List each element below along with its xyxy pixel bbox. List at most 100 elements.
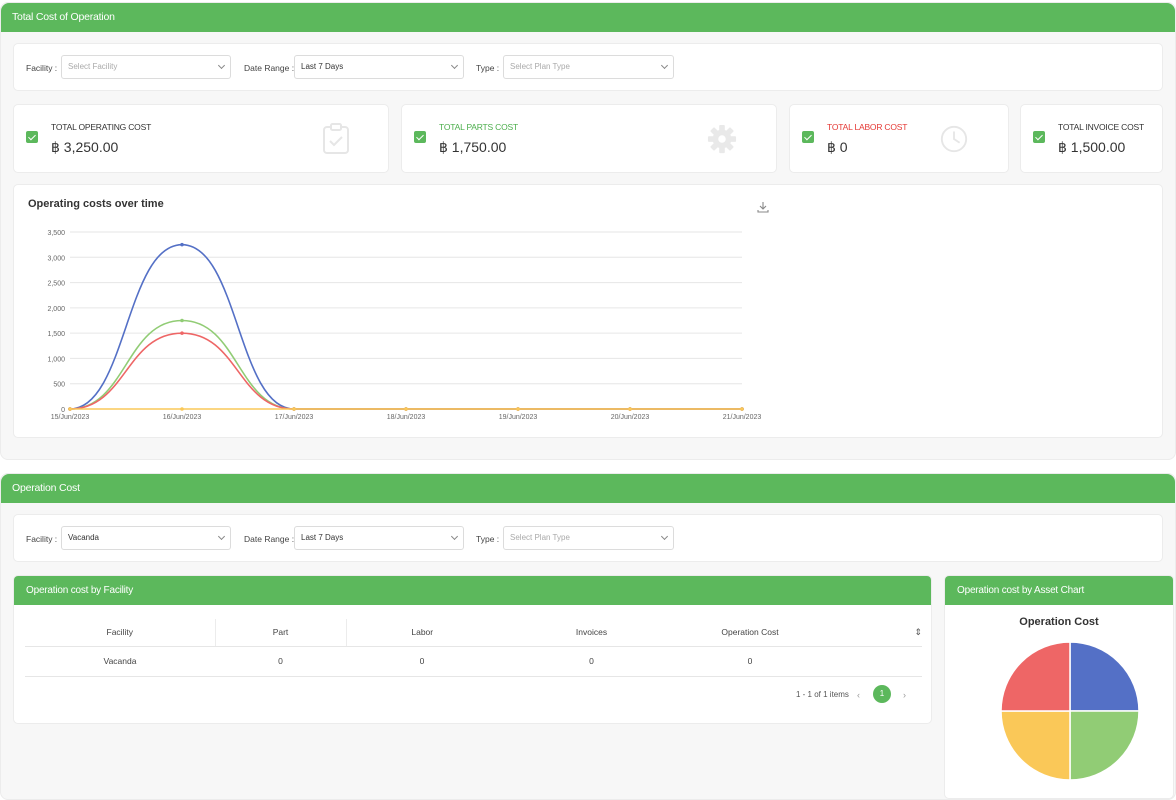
card-total-parts-cost: TOTAL PARTS COST ฿ 1,750.00	[401, 104, 777, 173]
facility-cost-table: Facility Part Labor Invoices Operation C…	[25, 619, 922, 677]
card-title: TOTAL LABOR COST	[827, 122, 908, 132]
date-range-label: Date Range :	[244, 63, 295, 73]
column-header-facility[interactable]: Facility	[25, 619, 216, 647]
date-range-select[interactable]: Last 7 Days	[294, 526, 464, 550]
facility-label: Facility :	[26, 534, 58, 544]
card-value: ฿ 1,750.00	[439, 139, 507, 155]
y-tick-label: 3,500	[47, 230, 65, 237]
data-point	[180, 331, 184, 335]
facility-select-text: Vacanda	[68, 533, 99, 542]
sort-icon[interactable]: ⇕	[914, 626, 922, 637]
column-header-part[interactable]: Part	[215, 619, 347, 647]
operation-cost-filter-bar: Facility : Vacanda Date Range : Last 7 D…	[13, 514, 1163, 562]
cell-part: 0	[215, 646, 346, 677]
cell-operation-cost: 0	[685, 646, 815, 677]
table-row: Vacanda 0 0 0 0	[25, 646, 922, 677]
facility-select[interactable]: Select Facility	[61, 55, 231, 79]
facility-label: Facility :	[26, 63, 58, 73]
column-header-labor[interactable]: Labor	[346, 619, 498, 647]
chevron-down-icon	[660, 61, 669, 70]
cell-facility: Vacanda	[25, 646, 215, 677]
series-line	[69, 243, 742, 410]
data-point	[516, 407, 520, 411]
date-range-label: Date Range :	[244, 534, 295, 544]
chevron-down-icon	[660, 532, 669, 541]
checkbox-checked-icon[interactable]	[414, 131, 426, 143]
type-label: Type :	[476, 63, 500, 73]
operation-cost-header: Operation Cost	[1, 474, 1175, 503]
data-point	[180, 242, 184, 247]
download-icon[interactable]	[756, 200, 770, 214]
chevron-down-icon	[450, 61, 459, 70]
card-title: TOTAL PARTS COST	[439, 122, 518, 132]
column-settings[interactable]: ⇕	[815, 619, 922, 647]
x-tick-label: 16/Jun/2023	[163, 414, 202, 421]
asset-panel-title: Operation cost by Asset Chart	[945, 576, 1173, 605]
data-point	[68, 407, 72, 411]
page-1-button[interactable]: 1	[873, 685, 891, 703]
plan-type-select-text: Select Plan Type	[510, 62, 570, 71]
data-point	[740, 407, 744, 411]
clipboard-icon	[323, 123, 349, 154]
card-value: ฿ 3,250.00	[51, 139, 119, 155]
card-total-operating-cost: TOTAL OPERATING COST ฿ 3,250.00	[13, 104, 389, 173]
cell-invoices: 0	[498, 646, 685, 677]
card-title: TOTAL INVOICE COST	[1058, 122, 1144, 132]
checkbox-checked-icon[interactable]	[26, 131, 38, 143]
cell-empty	[815, 646, 922, 677]
x-tick-label: 18/Jun/2023	[387, 414, 426, 421]
series-line	[69, 332, 742, 410]
pie-slice[interactable]	[1000, 641, 1071, 712]
column-header-invoices[interactable]: Invoices	[498, 619, 685, 647]
clock-icon	[940, 125, 968, 153]
pie-chart	[1000, 641, 1140, 781]
x-tick-label: 17/Jun/2023	[275, 414, 314, 421]
next-page-icon[interactable]: ›	[903, 690, 906, 700]
data-point	[404, 407, 408, 411]
checkbox-checked-icon[interactable]	[1033, 131, 1045, 143]
chart-title: Operating costs over time	[28, 198, 164, 210]
prev-page-icon[interactable]: ‹	[857, 690, 860, 700]
facility-select[interactable]: Vacanda	[61, 526, 231, 550]
type-label: Type :	[476, 534, 500, 544]
chevron-down-icon	[217, 532, 226, 541]
x-tick-label: 20/Jun/2023	[611, 414, 650, 421]
y-tick-label: 2,000	[47, 306, 65, 313]
x-tick-label: 15/Jun/2023	[51, 414, 90, 421]
plan-type-select[interactable]: Select Plan Type	[503, 526, 674, 550]
y-tick-label: 500	[53, 382, 65, 389]
facility-panel-title: Operation cost by Facility	[14, 576, 931, 605]
x-tick-label: 19/Jun/2023	[499, 414, 538, 421]
plan-type-select[interactable]: Select Plan Type	[503, 55, 674, 79]
date-range-select[interactable]: Last 7 Days	[294, 55, 464, 79]
total-cost-section: Total Cost of Operation Facility : Selec…	[0, 2, 1176, 460]
data-point	[292, 407, 296, 411]
card-value: ฿ 1,500.00	[1058, 139, 1126, 155]
card-value: ฿ 0	[827, 139, 848, 155]
total-cost-filter-bar: Facility : Select Facility Date Range : …	[13, 43, 1163, 91]
facility-select-text: Select Facility	[68, 62, 118, 71]
card-total-invoice-cost: TOTAL INVOICE COST ฿ 1,500.00	[1020, 104, 1163, 173]
checkbox-checked-icon[interactable]	[802, 131, 814, 143]
data-point	[628, 407, 632, 411]
plan-type-select-text: Select Plan Type	[510, 533, 570, 542]
x-tick-label: 21/Jun/2023	[723, 414, 762, 421]
operating-costs-chart-box: Operating costs over time 0 500 1,000 1,500…	[13, 184, 1163, 438]
pie-slice[interactable]	[1000, 710, 1071, 781]
y-tick-label: 2,500	[47, 281, 65, 288]
gear-icon	[707, 124, 737, 154]
pagination-info: 1 - 1 of 1 items	[796, 690, 849, 699]
operation-cost-section: Operation Cost Facility : Vacanda Date R…	[0, 473, 1176, 800]
y-tick-label: 3,000	[47, 255, 65, 262]
chevron-down-icon	[450, 532, 459, 541]
asset-chart-panel: Operation cost by Asset Chart Operation …	[944, 575, 1174, 799]
y-tick-label: 0	[61, 407, 65, 414]
y-tick-label: 1,000	[47, 356, 65, 363]
line-chart: 0 500 1,000 1,500 2,000 2,500 3,000 3,500 15/Jun…	[47, 230, 762, 421]
column-header-operation-cost[interactable]: Operation Cost	[685, 619, 815, 647]
pie-slice[interactable]	[1069, 641, 1140, 712]
pie-slice[interactable]	[1069, 710, 1140, 781]
total-cost-header: Total Cost of Operation	[1, 3, 1175, 32]
date-range-select-text: Last 7 Days	[301, 62, 344, 71]
data-point	[180, 407, 184, 411]
